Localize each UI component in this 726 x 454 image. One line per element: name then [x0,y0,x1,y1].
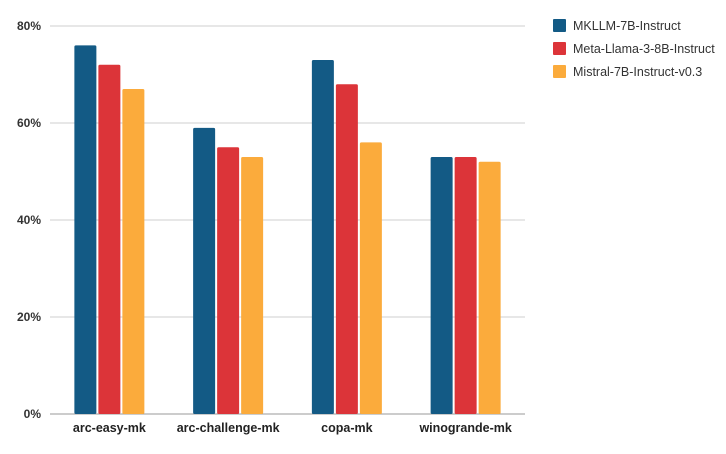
bar [98,64,121,415]
bar [122,89,145,415]
bar [217,147,240,414]
bar [454,156,477,414]
legend-swatch [553,19,566,32]
bar [430,156,453,414]
bars [74,45,501,415]
y-tick-label: 20% [17,310,41,324]
x-tick-label: arc-challenge-mk [177,421,280,435]
bar [74,45,97,415]
x-tick-label: arc-easy-mk [73,421,146,435]
legend-swatch [553,42,566,55]
y-tick-label: 60% [17,116,41,130]
legend-label: Meta-Llama-3-8B-Instruct [573,42,715,56]
gridlines [50,25,525,415]
bar [359,142,382,414]
bar [193,127,216,414]
y-axis: 0% 20% 40% 60% 80% [17,19,41,421]
y-tick-label: 0% [24,407,42,421]
x-axis: arc-easy-mk arc-challenge-mk copa-mk winogr… [73,421,512,435]
x-tick-label: winogrande-mk [418,421,511,435]
legend-swatch [553,65,566,78]
y-tick-label: 80% [17,19,41,33]
bar [478,161,501,414]
y-tick-label: 40% [17,213,41,227]
bar [311,59,334,414]
legend-label: MKLLM-7B-Instruct [573,19,681,33]
bar [335,84,358,414]
legend: MKLLM-7B-Instruct Meta-Llama-3-8B-Instruc… [553,19,715,79]
legend-label: Mistral-7B-Instruct-v0.3 [573,65,702,79]
x-tick-label: copa-mk [321,421,372,435]
bar [241,156,264,414]
